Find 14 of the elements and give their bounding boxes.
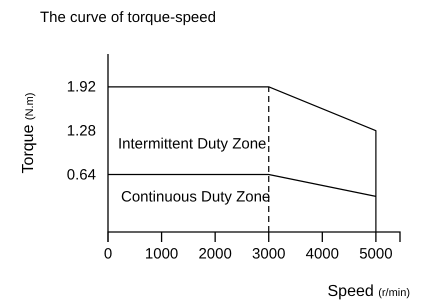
- x-axis-title: Speed (r/min): [328, 283, 410, 300]
- y-axis-title: Torque (N.m): [20, 92, 37, 174]
- x-tick-label: 0: [104, 246, 112, 263]
- y-tick-label: 1.92: [66, 78, 96, 96]
- annotation: Continuous Duty Zone: [121, 188, 270, 206]
- x-tick-label: 2000: [198, 246, 232, 263]
- x-tick-label: 4000: [306, 246, 339, 263]
- x-tick-label: 5000: [359, 246, 393, 263]
- chart-title: The curve of torque-speed: [40, 9, 216, 26]
- annotation: Intermittent Duty Zone: [118, 135, 266, 152]
- x-tick-label: 1000: [144, 246, 178, 263]
- y-tick-label: 0.64: [66, 166, 96, 184]
- x-tick-label: 3000: [252, 246, 286, 263]
- y-tick-label: 1.28: [66, 122, 96, 140]
